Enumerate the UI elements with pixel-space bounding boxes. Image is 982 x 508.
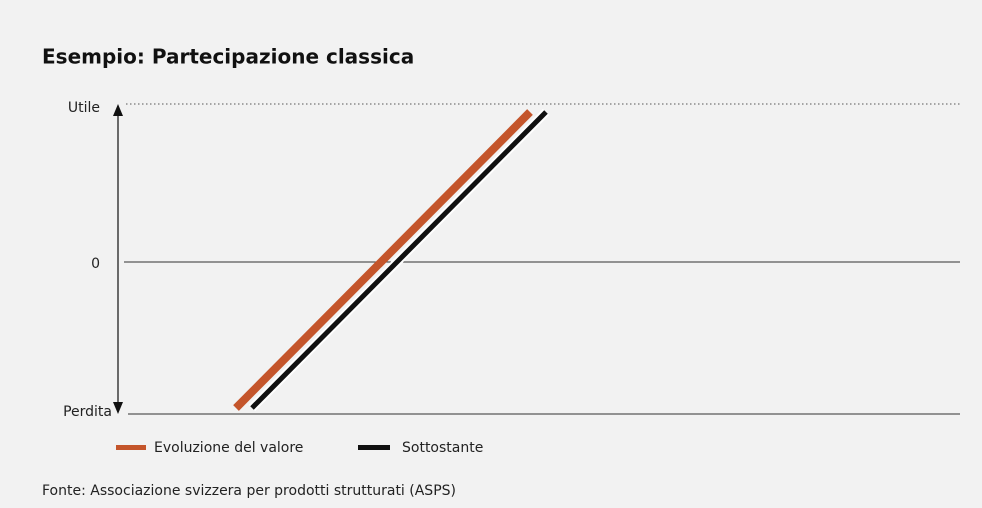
axis-label: 0 bbox=[91, 256, 100, 272]
arrow-head-down bbox=[113, 402, 123, 414]
legend-label: Evoluzione del valore bbox=[154, 440, 303, 456]
underlying-line bbox=[250, 110, 548, 410]
source: Fonte: Associazione svizzera per prodott… bbox=[42, 483, 456, 499]
legend-swatch bbox=[116, 445, 146, 450]
axis-label: Utile bbox=[68, 100, 100, 116]
legend-swatch bbox=[358, 445, 390, 450]
title: Esempio: Partecipazione classica bbox=[42, 45, 414, 69]
legend-label: Sottostante bbox=[402, 440, 483, 456]
arrow-head-up bbox=[113, 104, 123, 116]
value-line bbox=[233, 109, 533, 411]
axis-label: Perdita bbox=[63, 404, 112, 420]
